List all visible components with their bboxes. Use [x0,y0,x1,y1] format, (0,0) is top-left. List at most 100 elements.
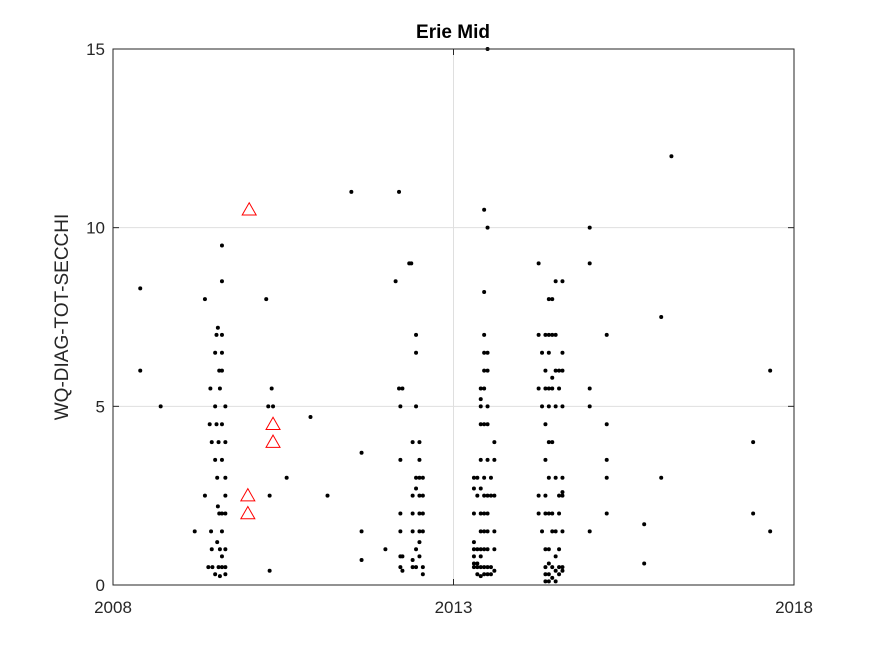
data-point [219,511,224,516]
data-point [209,547,214,552]
data-point [659,475,664,480]
data-point [271,404,276,409]
data-point [485,350,490,355]
data-point [604,332,609,337]
axes [112,48,795,586]
data-point [488,572,493,577]
data-point [553,529,558,534]
data-point [223,565,228,570]
data-point [751,440,756,445]
data-point [471,540,476,545]
data-point [202,493,207,498]
data-point [478,386,483,391]
data-point [488,475,493,480]
data-point [420,493,425,498]
data-point [417,554,422,559]
data-point [488,565,493,570]
data-point [206,565,211,570]
data-point [543,511,548,516]
data-point [264,297,269,302]
data-point [397,386,402,391]
data-point [213,572,218,577]
data-point [359,450,364,455]
data-point [219,554,224,559]
data-point [482,386,487,391]
data-point [475,565,480,570]
data-point [546,332,551,337]
data-point [604,457,609,462]
data-point [642,561,647,566]
data-point [475,547,480,552]
data-point [478,565,483,570]
data-point [417,493,422,498]
data-point [560,565,565,570]
data-point [546,475,551,480]
data-point [478,511,483,516]
data-point [398,565,403,570]
data-point [543,422,548,427]
triangle-point [239,487,256,502]
data-point [546,572,551,577]
data-point [550,529,555,534]
data-point [492,493,497,498]
data-point [400,386,405,391]
data-point [158,404,163,409]
data-point [214,422,219,427]
data-points [138,47,773,584]
data-point [217,386,222,391]
data-point [202,297,207,302]
data-point [213,457,218,462]
data-point [543,572,548,577]
data-point [471,554,476,559]
data-point [223,511,228,516]
data-point [485,529,490,534]
data-point [553,404,558,409]
data-point [492,547,497,552]
data-point [410,440,415,445]
data-point [543,332,548,337]
data-point [485,511,490,516]
data-point [397,189,402,194]
data-point [223,440,228,445]
data-point [560,493,565,498]
data-point [543,579,548,584]
data-point [546,561,551,566]
data-point [768,529,773,534]
data-point [550,297,555,302]
data-point [420,572,425,577]
triangle-point [239,505,256,520]
data-point [768,368,773,373]
data-point [410,511,415,516]
y-axis-label: WQ-DIAG-TOT-SECCHI [52,214,73,421]
data-point [414,404,419,409]
data-point [192,529,197,534]
data-point [536,493,541,498]
data-point [482,332,487,337]
data-point [223,493,228,498]
data-point [414,475,419,480]
data-point [478,486,483,491]
data-point [215,325,220,330]
data-point [138,368,143,373]
triangle-point [265,416,281,430]
data-point [485,457,490,462]
data-point [359,557,364,562]
data-point [536,511,541,516]
data-point [219,332,224,337]
data-point [269,386,274,391]
data-point [557,572,562,577]
data-point [216,565,221,570]
data-point [213,404,218,409]
data-point [557,565,562,570]
data-point [751,511,756,516]
data-point [478,554,483,559]
data-point [420,511,425,516]
data-point [560,404,565,409]
data-point [410,529,415,534]
data-point [210,565,215,570]
data-point [546,547,551,552]
data-point [482,547,487,552]
data-point [587,529,592,534]
data-point [550,375,555,380]
data-point [543,565,548,570]
